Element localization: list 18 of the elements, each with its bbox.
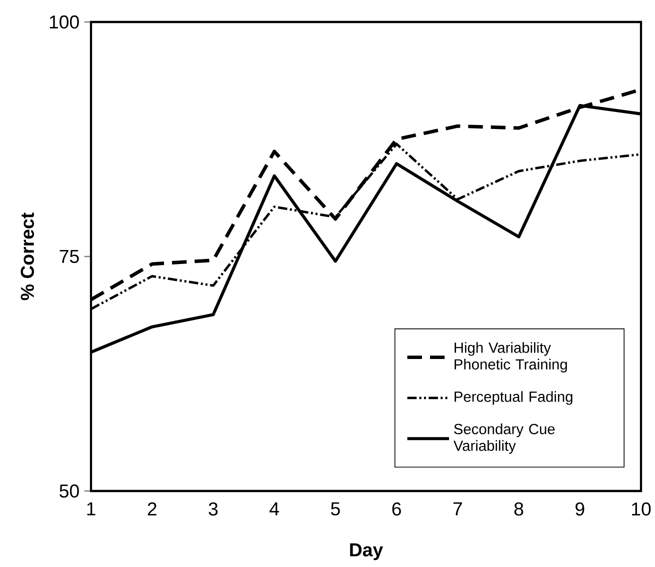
x-tick-label: 8 (514, 502, 524, 516)
legend-label: High Variability Phonetic Training (454, 342, 567, 372)
y-tick-label: 50 (60, 484, 79, 498)
x-tick-label: 9 (576, 502, 584, 516)
x-tick-label: 3 (208, 502, 218, 516)
x-tick-label: 10 (632, 502, 651, 516)
y-tick-label: 100 (50, 15, 79, 29)
y-tick-label: 75 (60, 250, 79, 264)
x-tick-label: 7 (453, 502, 462, 516)
x-tick-label: 2 (148, 502, 156, 516)
x-tick-label: 4 (270, 502, 279, 516)
x-tick-label: 5 (331, 502, 340, 516)
x-axis-title: Day (350, 543, 384, 560)
legend-label: Secondary Cue Variability (454, 423, 555, 454)
legend-label: Perceptual Fading (454, 391, 572, 405)
y-axis-title: % Correct (20, 212, 34, 300)
x-tick-label: 1 (87, 502, 96, 516)
x-tick-label: 6 (392, 502, 401, 516)
